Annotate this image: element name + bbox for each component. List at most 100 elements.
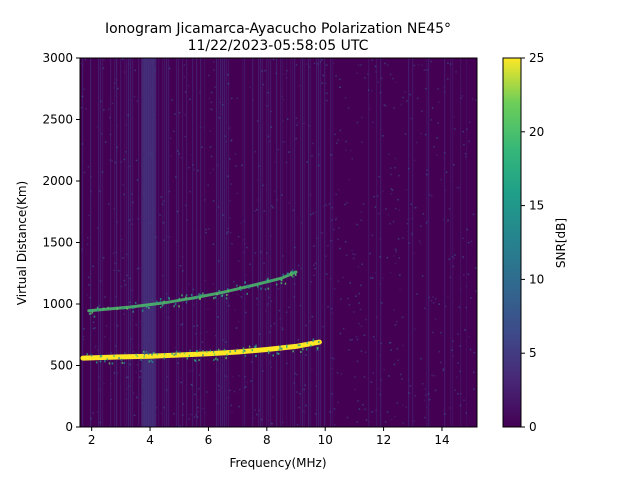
noise-speckle (378, 175, 380, 178)
colorbar-tick-label: 15 (529, 199, 544, 213)
echo-speckle (279, 345, 281, 348)
noise-speckle (367, 89, 370, 91)
noise-speckle (425, 173, 428, 176)
noise-speckle (198, 374, 201, 376)
noise-speckle (354, 376, 356, 378)
echo-speckle (240, 288, 242, 291)
noise-speckle (122, 184, 125, 186)
noise-speckle (360, 64, 362, 66)
noise-speckle (380, 77, 383, 80)
noise-speckle (326, 99, 328, 102)
noise-speckle (227, 73, 229, 76)
noise-speckle (392, 77, 394, 80)
noise-stripe (204, 58, 206, 427)
noise-speckle (340, 373, 343, 375)
noise-speckle (312, 142, 314, 145)
echo-speckle (279, 347, 282, 350)
echo-speckle (229, 350, 231, 353)
noise-speckle (257, 288, 259, 291)
noise-speckle (393, 363, 396, 366)
noise-speckle (317, 381, 320, 384)
noise-speckle (213, 69, 215, 71)
noise-speckle (250, 380, 253, 382)
noise-speckle (442, 369, 445, 372)
noise-speckle (98, 190, 101, 192)
echo-speckle (310, 344, 312, 347)
noise-speckle (212, 243, 215, 246)
noise-speckle (261, 70, 263, 72)
noise-speckle (202, 407, 204, 410)
noise-speckle (155, 236, 157, 239)
echo-speckle (185, 296, 187, 299)
noise-speckle (464, 153, 467, 155)
noise-speckle (202, 127, 205, 129)
noise-speckle (195, 230, 198, 233)
noise-speckle (86, 243, 89, 246)
echo-speckle (156, 353, 159, 356)
noise-stripe (124, 58, 126, 427)
noise-speckle (331, 367, 333, 370)
noise-stripe (466, 58, 468, 427)
colorbar-tick-label: 25 (529, 51, 544, 65)
noise-stripe (260, 58, 262, 427)
noise-speckle (180, 381, 182, 384)
noise-speckle (449, 276, 452, 279)
noise-speckle (372, 121, 374, 124)
noise-speckle (351, 158, 354, 160)
noise-speckle (452, 265, 455, 268)
echo-speckle (95, 361, 98, 364)
noise-speckle (365, 318, 367, 321)
noise-speckle (181, 323, 184, 325)
noise-speckle (293, 296, 296, 298)
noise-speckle (458, 306, 461, 308)
noise-speckle (298, 392, 301, 395)
noise-speckle (90, 417, 93, 420)
noise-speckle (237, 260, 240, 262)
noise-speckle (436, 137, 438, 139)
noise-speckle (176, 210, 179, 213)
noise-speckle (322, 232, 324, 234)
noise-speckle (472, 213, 475, 216)
noise-speckle (467, 241, 470, 244)
echo-speckle (159, 300, 162, 303)
noise-speckle (126, 253, 128, 256)
noise-speckle (424, 416, 426, 419)
noise-speckle (216, 316, 219, 318)
noise-speckle (466, 228, 469, 231)
noise-stripe (226, 58, 228, 427)
noise-speckle (92, 327, 95, 330)
noise-speckle (300, 267, 303, 270)
noise-speckle (135, 159, 138, 162)
noise-speckle (428, 296, 430, 299)
noise-speckle (266, 105, 269, 107)
noise-speckle (400, 103, 402, 106)
noise-stripe (408, 58, 410, 427)
noise-speckle (392, 220, 395, 223)
noise-speckle (178, 152, 180, 155)
noise-speckle (175, 176, 177, 178)
noise-speckle (225, 301, 228, 303)
noise-stripe (270, 58, 272, 427)
noise-speckle (170, 155, 172, 157)
noise-stripe (82, 58, 84, 427)
echo-speckle (267, 350, 270, 353)
echo-speckle (100, 354, 103, 357)
noise-stripe (138, 58, 140, 427)
noise-stripe (222, 58, 224, 427)
noise-speckle (188, 283, 190, 285)
noise-speckle (402, 96, 404, 99)
noise-speckle (308, 124, 310, 127)
noise-speckle (424, 394, 427, 396)
noise-speckle (333, 357, 335, 360)
noise-speckle (225, 341, 227, 343)
noise-speckle (229, 389, 231, 392)
echo-speckle (96, 306, 99, 309)
noise-speckle (337, 188, 340, 191)
noise-speckle (224, 135, 227, 137)
echo-speckle (227, 289, 230, 292)
noise-speckle (449, 407, 451, 409)
noise-speckle (311, 345, 314, 347)
noise-speckle (238, 405, 241, 408)
noise-speckle (432, 296, 434, 298)
echo-speckle (163, 300, 165, 303)
